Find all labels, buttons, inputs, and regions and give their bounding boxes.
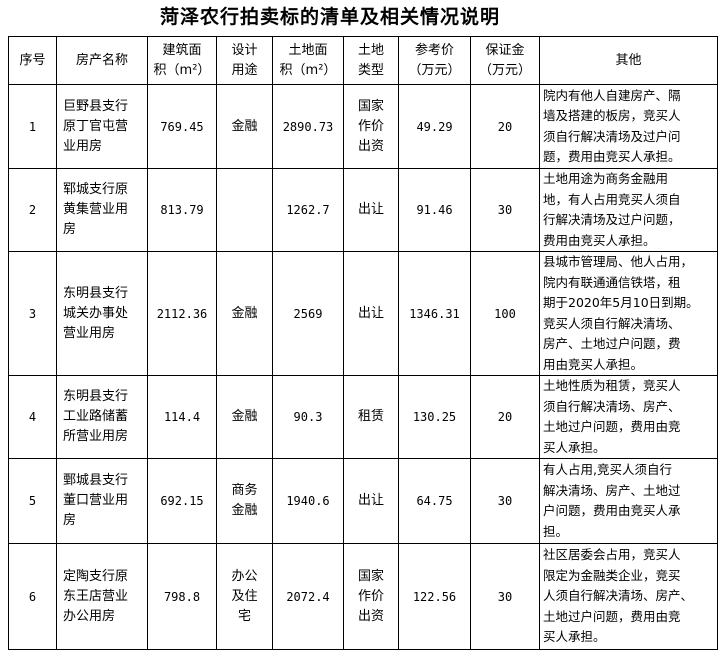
- cell-usage: [216, 168, 273, 252]
- cell-no: 4: [8, 375, 57, 459]
- cell-building-area: 813.79: [147, 168, 217, 252]
- header-cell: 参考价 （万元）: [398, 36, 471, 85]
- cell-land-type: 出让: [343, 458, 399, 544]
- cell-deposit: 30: [470, 458, 540, 544]
- cell-deposit: 20: [470, 84, 540, 169]
- cell-note: 土地性质为租赁，竞买人 须自行解决清场、房产、 土地过户问题，费用由竞 买人承担…: [539, 375, 718, 459]
- cell-usage: 金融: [216, 375, 273, 459]
- auction-list-table: 序号 房产名称 建筑面 积（m²） 设计 用途 土地面 积（m²） 土地 类型 …: [8, 36, 718, 650]
- cell-note: 县城市管理局、他人占用， 院内有联通通信铁塔，租 期于2020年5月10日到期。…: [539, 251, 718, 376]
- cell-note: 土地用途为商务金融用 地，有人占用竞买人须自 行解决清场及过户问题， 费用由竞买…: [539, 168, 718, 252]
- header-cell: 保证金 （万元）: [470, 36, 540, 85]
- cell-no: 2: [8, 168, 57, 252]
- header-cell: 其他: [539, 36, 718, 85]
- cell-land-area: 90.3: [272, 375, 344, 459]
- table-row: 4 东明县支行 工业路储蓄 所营业用房 114.4 金融 90.3 租赁 130.25 20 土…: [8, 375, 718, 459]
- cell-price: 1346.31: [398, 251, 471, 376]
- cell-land-area: 2072.4: [272, 543, 344, 650]
- cell-land-area: 1940.6: [272, 458, 344, 544]
- cell-building-area: 2112.36: [147, 251, 217, 376]
- cell-no: 6: [8, 543, 57, 650]
- cell-land-type: 国家 作价 出资: [343, 84, 399, 169]
- table-row: 6 定陶支行原 东王店营业 办公用房 798.8 办公 及住 宅 2072.4 国家 作价…: [8, 543, 718, 650]
- cell-name: 东明县支行 工业路储蓄 所营业用房: [56, 375, 148, 459]
- cell-usage: 金融: [216, 84, 273, 169]
- cell-no: 1: [8, 84, 57, 169]
- cell-price: 130.25: [398, 375, 471, 459]
- cell-name: 东明县支行 城关办事处 营业用房: [56, 251, 148, 376]
- cell-price: 64.75: [398, 458, 471, 544]
- table-row: 5 鄄城县支行 董口营业用 房 692.15 商务 金融 1940.6 出让 64.75 30…: [8, 458, 718, 544]
- cell-deposit: 30: [470, 543, 540, 650]
- table-row: 2 郓城支行原 黄集营业用 房 813.79 1262.7 出让 91.46 30 土地用途为…: [8, 168, 718, 252]
- header-cell: 房产名称: [56, 36, 148, 85]
- cell-land-area: 1262.7: [272, 168, 344, 252]
- cell-name: 郓城支行原 黄集营业用 房: [56, 168, 148, 252]
- cell-building-area: 114.4: [147, 375, 217, 459]
- cell-note: 院内有他人自建房产、隔 墙及搭建的板房，竞买人 须自行解决清场及过户问 题，费用…: [539, 84, 718, 169]
- cell-land-type: 出让: [343, 251, 399, 376]
- cell-land-type: 出让: [343, 168, 399, 252]
- header-row: 序号 房产名称 建筑面 积（m²） 设计 用途 土地面 积（m²） 土地 类型 …: [8, 36, 718, 85]
- document-title: 菏泽农行拍卖标的清单及相关情况说明: [159, 6, 500, 28]
- cell-name: 定陶支行原 东王店营业 办公用房: [56, 543, 148, 650]
- cell-usage: 商务 金融: [216, 458, 273, 544]
- cell-deposit: 30: [470, 168, 540, 252]
- cell-usage: 办公 及住 宅: [216, 543, 273, 650]
- cell-price: 91.46: [398, 168, 471, 252]
- cell-name: 巨野县支行 原丁官屯营 业用房: [56, 84, 148, 169]
- cell-land-area: 2569: [272, 251, 344, 376]
- table-row: 1 巨野县支行 原丁官屯营 业用房 769.45 金融 2890.73 国家 作价 出资 4…: [8, 84, 718, 169]
- cell-land-type: 国家 作价 出资: [343, 543, 399, 650]
- header-cell: 设计 用途: [216, 36, 273, 85]
- cell-price: 122.56: [398, 543, 471, 650]
- cell-land-type: 租赁: [343, 375, 399, 459]
- cell-no: 5: [8, 458, 57, 544]
- header-cell: 土地面 积（m²）: [272, 36, 344, 85]
- cell-no: 3: [8, 251, 57, 376]
- header-cell: 建筑面 积（m²）: [147, 36, 217, 85]
- header-cell: 序号: [8, 36, 57, 85]
- cell-note: 社区居委会占用，竞买人 限定为金融类企业，竞买 人须自行解决清场、房产、 土地过…: [539, 543, 718, 650]
- cell-note: 有人占用,竞买人须自行 解决清场、房产、土地过 户问题，费用由竞买人承 担。: [539, 458, 718, 544]
- table-row: 3 东明县支行 城关办事处 营业用房 2112.36 金融 2569 出让 1346.31 1…: [8, 251, 718, 376]
- cell-deposit: 20: [470, 375, 540, 459]
- cell-building-area: 798.8: [147, 543, 217, 650]
- cell-price: 49.29: [398, 84, 471, 169]
- cell-usage: 金融: [216, 251, 273, 376]
- cell-building-area: 769.45: [147, 84, 217, 169]
- cell-deposit: 100: [470, 251, 540, 376]
- cell-land-area: 2890.73: [272, 84, 344, 169]
- cell-building-area: 692.15: [147, 458, 217, 544]
- cell-name: 鄄城县支行 董口营业用 房: [56, 458, 148, 544]
- header-cell: 土地 类型: [343, 36, 399, 85]
